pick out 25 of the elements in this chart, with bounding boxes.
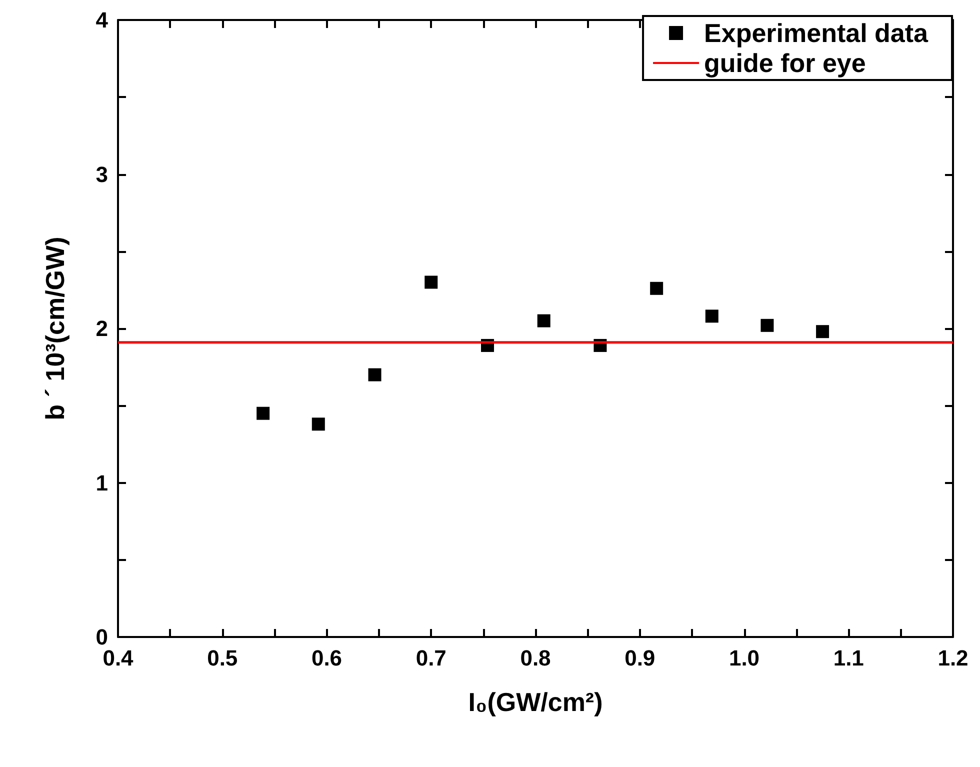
x-tick-label: 1.2 [938, 646, 968, 670]
point [312, 418, 325, 431]
y-tick-label: 3 [96, 162, 108, 187]
legend-label: guide for eye [704, 48, 866, 78]
point [368, 368, 382, 382]
x-tick-label: 1.1 [833, 646, 864, 670]
legend-label: Experimental data [704, 18, 929, 48]
point [424, 276, 438, 289]
point [705, 310, 718, 323]
x-tick-label: 0.5 [207, 646, 238, 670]
x-tick-label: 0.7 [416, 646, 446, 670]
x-tick-label: 0.6 [311, 646, 342, 670]
y-tick-label: 4 [96, 8, 109, 32]
x-tick-label: 0.8 [520, 646, 551, 670]
point [760, 318, 774, 332]
point [816, 325, 830, 338]
x-tick-label: 0.9 [624, 646, 656, 670]
y-tick-label: 1 [96, 470, 108, 496]
point [537, 314, 550, 328]
y-tick-label: 2 [96, 316, 108, 341]
x-axis-title: I₀(GW/cm²) [468, 687, 603, 717]
point [650, 282, 664, 295]
x-tick-label: 1.0 [728, 646, 760, 670]
y-axis-title: b ´ 10³(cm/GW) [40, 236, 70, 420]
point [256, 406, 270, 420]
